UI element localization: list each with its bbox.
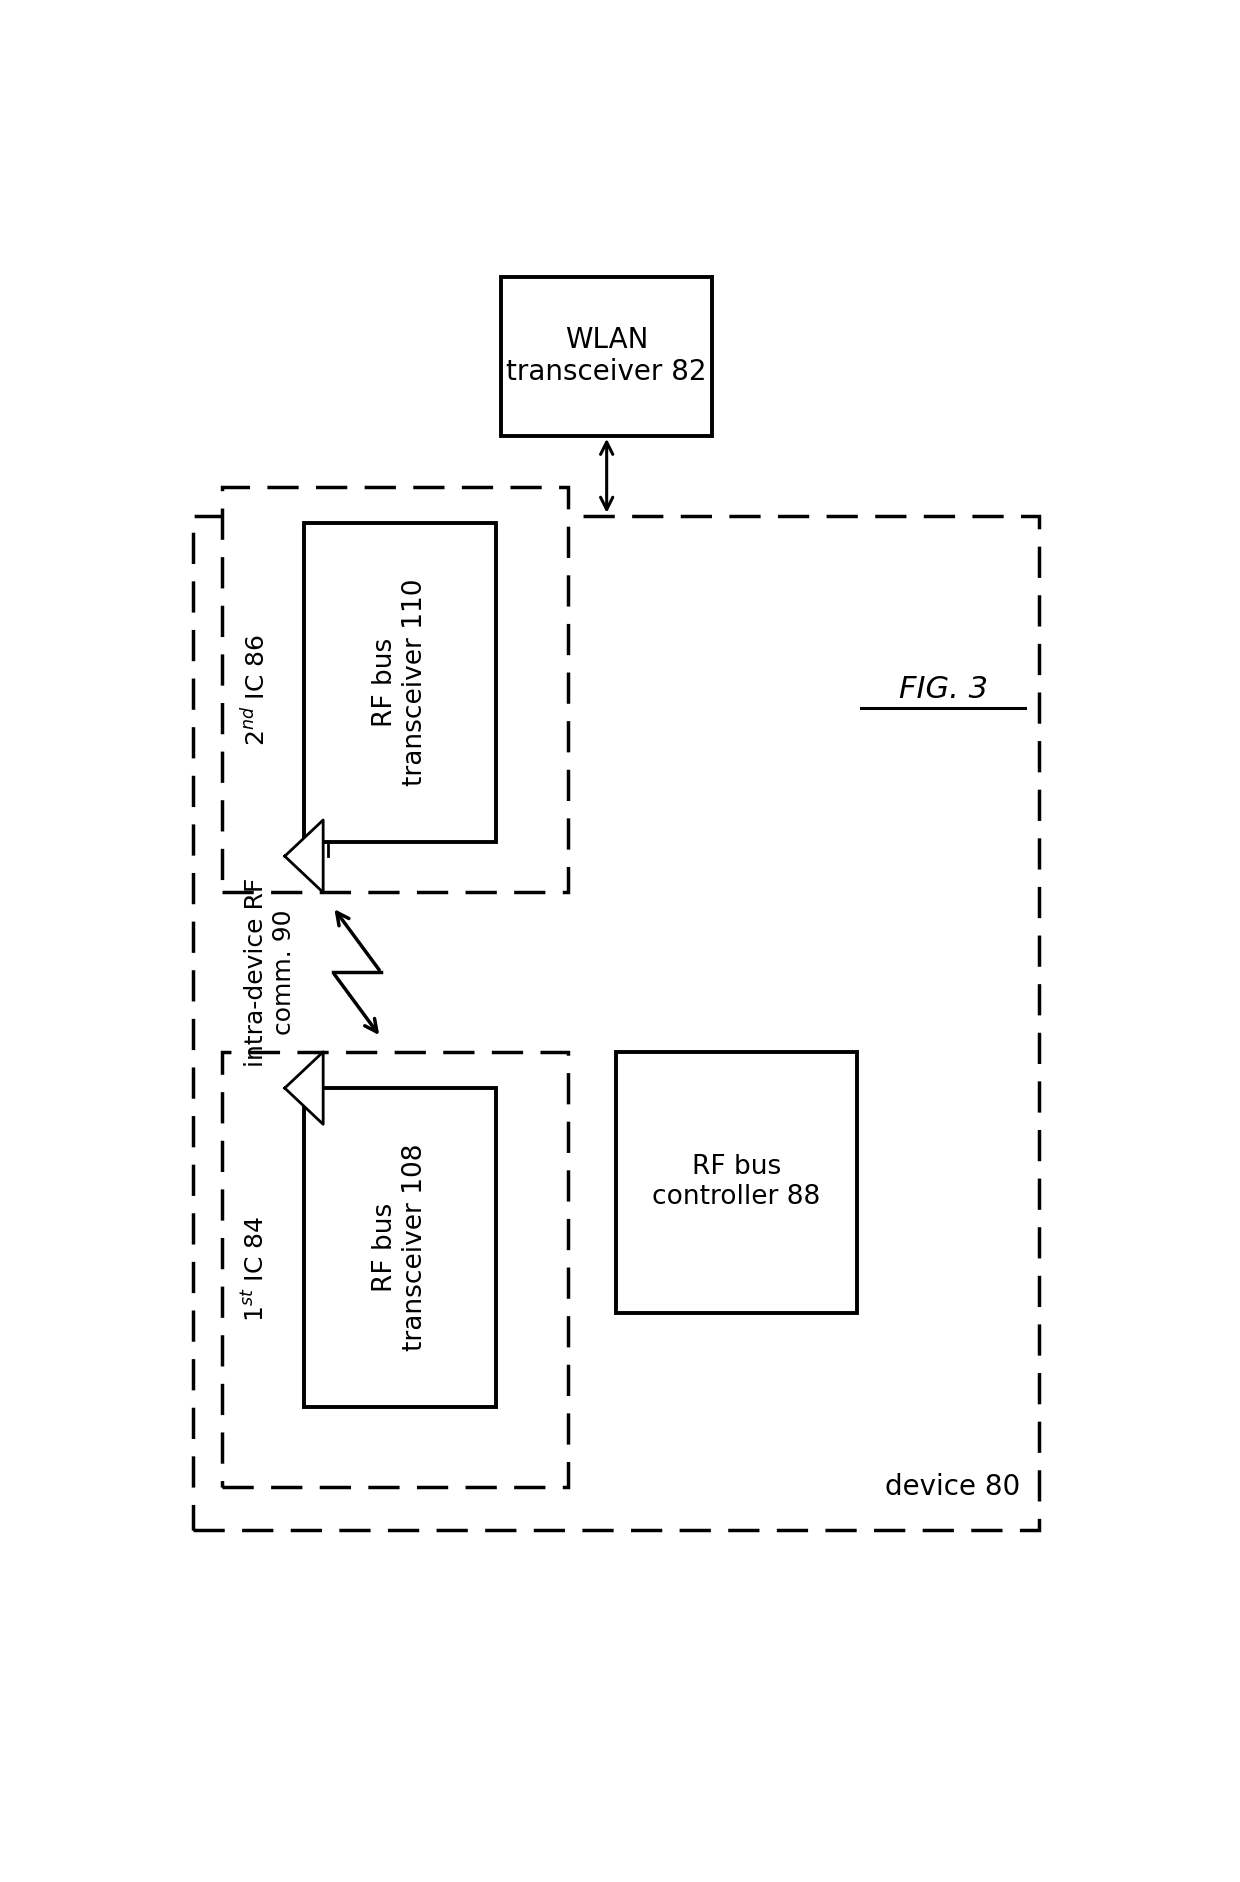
Polygon shape: [285, 821, 324, 892]
Bar: [193, 516, 1039, 1530]
Bar: [304, 1088, 496, 1408]
Text: FIG. 3: FIG. 3: [899, 676, 987, 704]
Bar: [222, 1052, 568, 1487]
Text: RF bus
transceiver 108: RF bus transceiver 108: [372, 1144, 428, 1351]
Text: intra-device RF
comm. 90: intra-device RF comm. 90: [244, 877, 296, 1067]
Text: RF bus
transceiver 110: RF bus transceiver 110: [372, 578, 428, 787]
Text: WLAN
transceiver 82: WLAN transceiver 82: [506, 326, 707, 386]
Polygon shape: [285, 1052, 324, 1124]
Bar: [304, 523, 496, 841]
Text: RF bus
controller 88: RF bus controller 88: [652, 1154, 821, 1210]
Bar: [222, 487, 568, 892]
Text: device 80: device 80: [884, 1474, 1019, 1502]
Text: 2$^{nd}$ IC 86: 2$^{nd}$ IC 86: [242, 634, 270, 745]
Bar: [616, 1052, 857, 1314]
Bar: [501, 277, 712, 437]
Text: 1$^{st}$ IC 84: 1$^{st}$ IC 84: [243, 1216, 269, 1323]
